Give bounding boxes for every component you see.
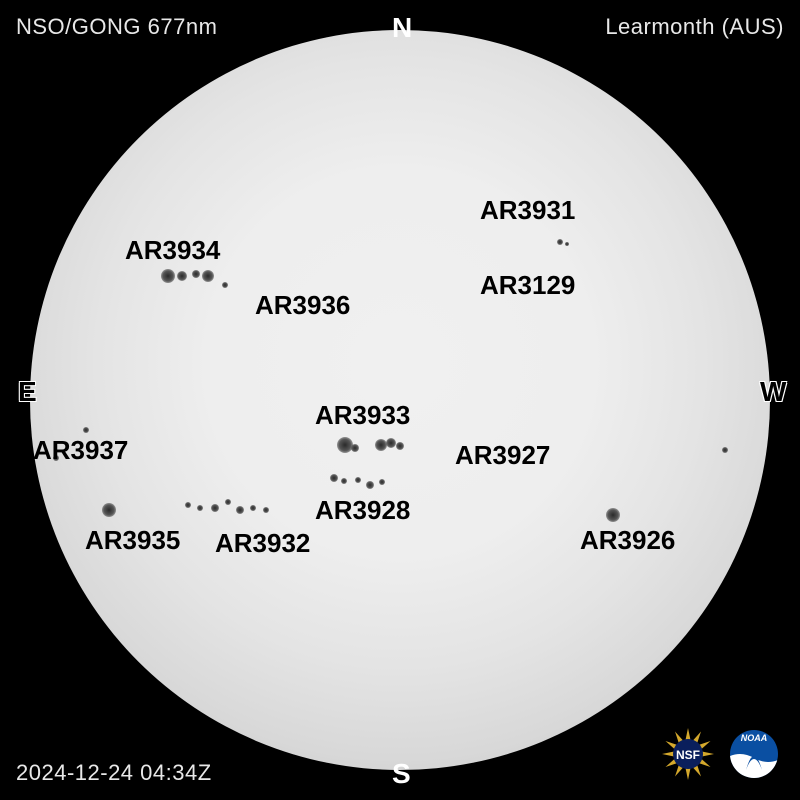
sunspot <box>192 270 200 278</box>
active-region-label: AR3936 <box>255 290 350 321</box>
active-region-label: AR3926 <box>580 525 675 556</box>
active-region-label: AR3129 <box>480 270 575 301</box>
sunspot <box>341 478 347 484</box>
nsf-label: NSF <box>676 748 700 762</box>
sunspot <box>386 438 396 448</box>
cardinal-east: E <box>18 376 37 408</box>
sunspot <box>202 270 214 282</box>
sunspot <box>565 242 569 246</box>
sunspot <box>102 503 116 517</box>
sunspot <box>211 504 219 512</box>
sunspot <box>161 269 175 283</box>
nsf-logo-icon: NSF <box>660 726 716 782</box>
cardinal-north: N <box>392 12 412 44</box>
sunspot <box>379 479 385 485</box>
sunspot <box>236 506 244 514</box>
header-left: NSO/GONG 677nm <box>16 14 217 40</box>
noaa-label: NOAA <box>741 733 768 743</box>
sunspot <box>185 502 191 508</box>
active-region-label: AR3932 <box>215 528 310 559</box>
sunspot <box>396 442 404 450</box>
sunspot <box>250 505 256 511</box>
active-region-label: AR3934 <box>125 235 220 266</box>
active-region-label: AR3927 <box>455 440 550 471</box>
sunspot <box>83 427 89 433</box>
active-region-label: AR3931 <box>480 195 575 226</box>
sunspot <box>722 447 728 453</box>
cardinal-west: W <box>760 376 786 408</box>
sunspot <box>557 239 563 245</box>
sunspot <box>355 477 361 483</box>
sunspot <box>330 474 338 482</box>
cardinal-south: S <box>392 758 411 790</box>
sunspot <box>197 505 203 511</box>
sunspot <box>366 481 374 489</box>
sunspot <box>225 499 231 505</box>
active-region-label: AR3933 <box>315 400 410 431</box>
sunspot <box>177 271 187 281</box>
active-region-label: AR3937 <box>33 435 128 466</box>
active-region-label: AR3928 <box>315 495 410 526</box>
sunspot <box>222 282 228 288</box>
timestamp: 2024-12-24 04:34Z <box>16 760 212 786</box>
sunspot <box>263 507 269 513</box>
active-region-label: AR3935 <box>85 525 180 556</box>
sunspot <box>606 508 620 522</box>
header-right: Learmonth (AUS) <box>605 14 784 40</box>
footer-logos: NSF NOAA <box>660 726 782 782</box>
sunspot <box>351 444 359 452</box>
noaa-logo-icon: NOAA <box>726 726 782 782</box>
